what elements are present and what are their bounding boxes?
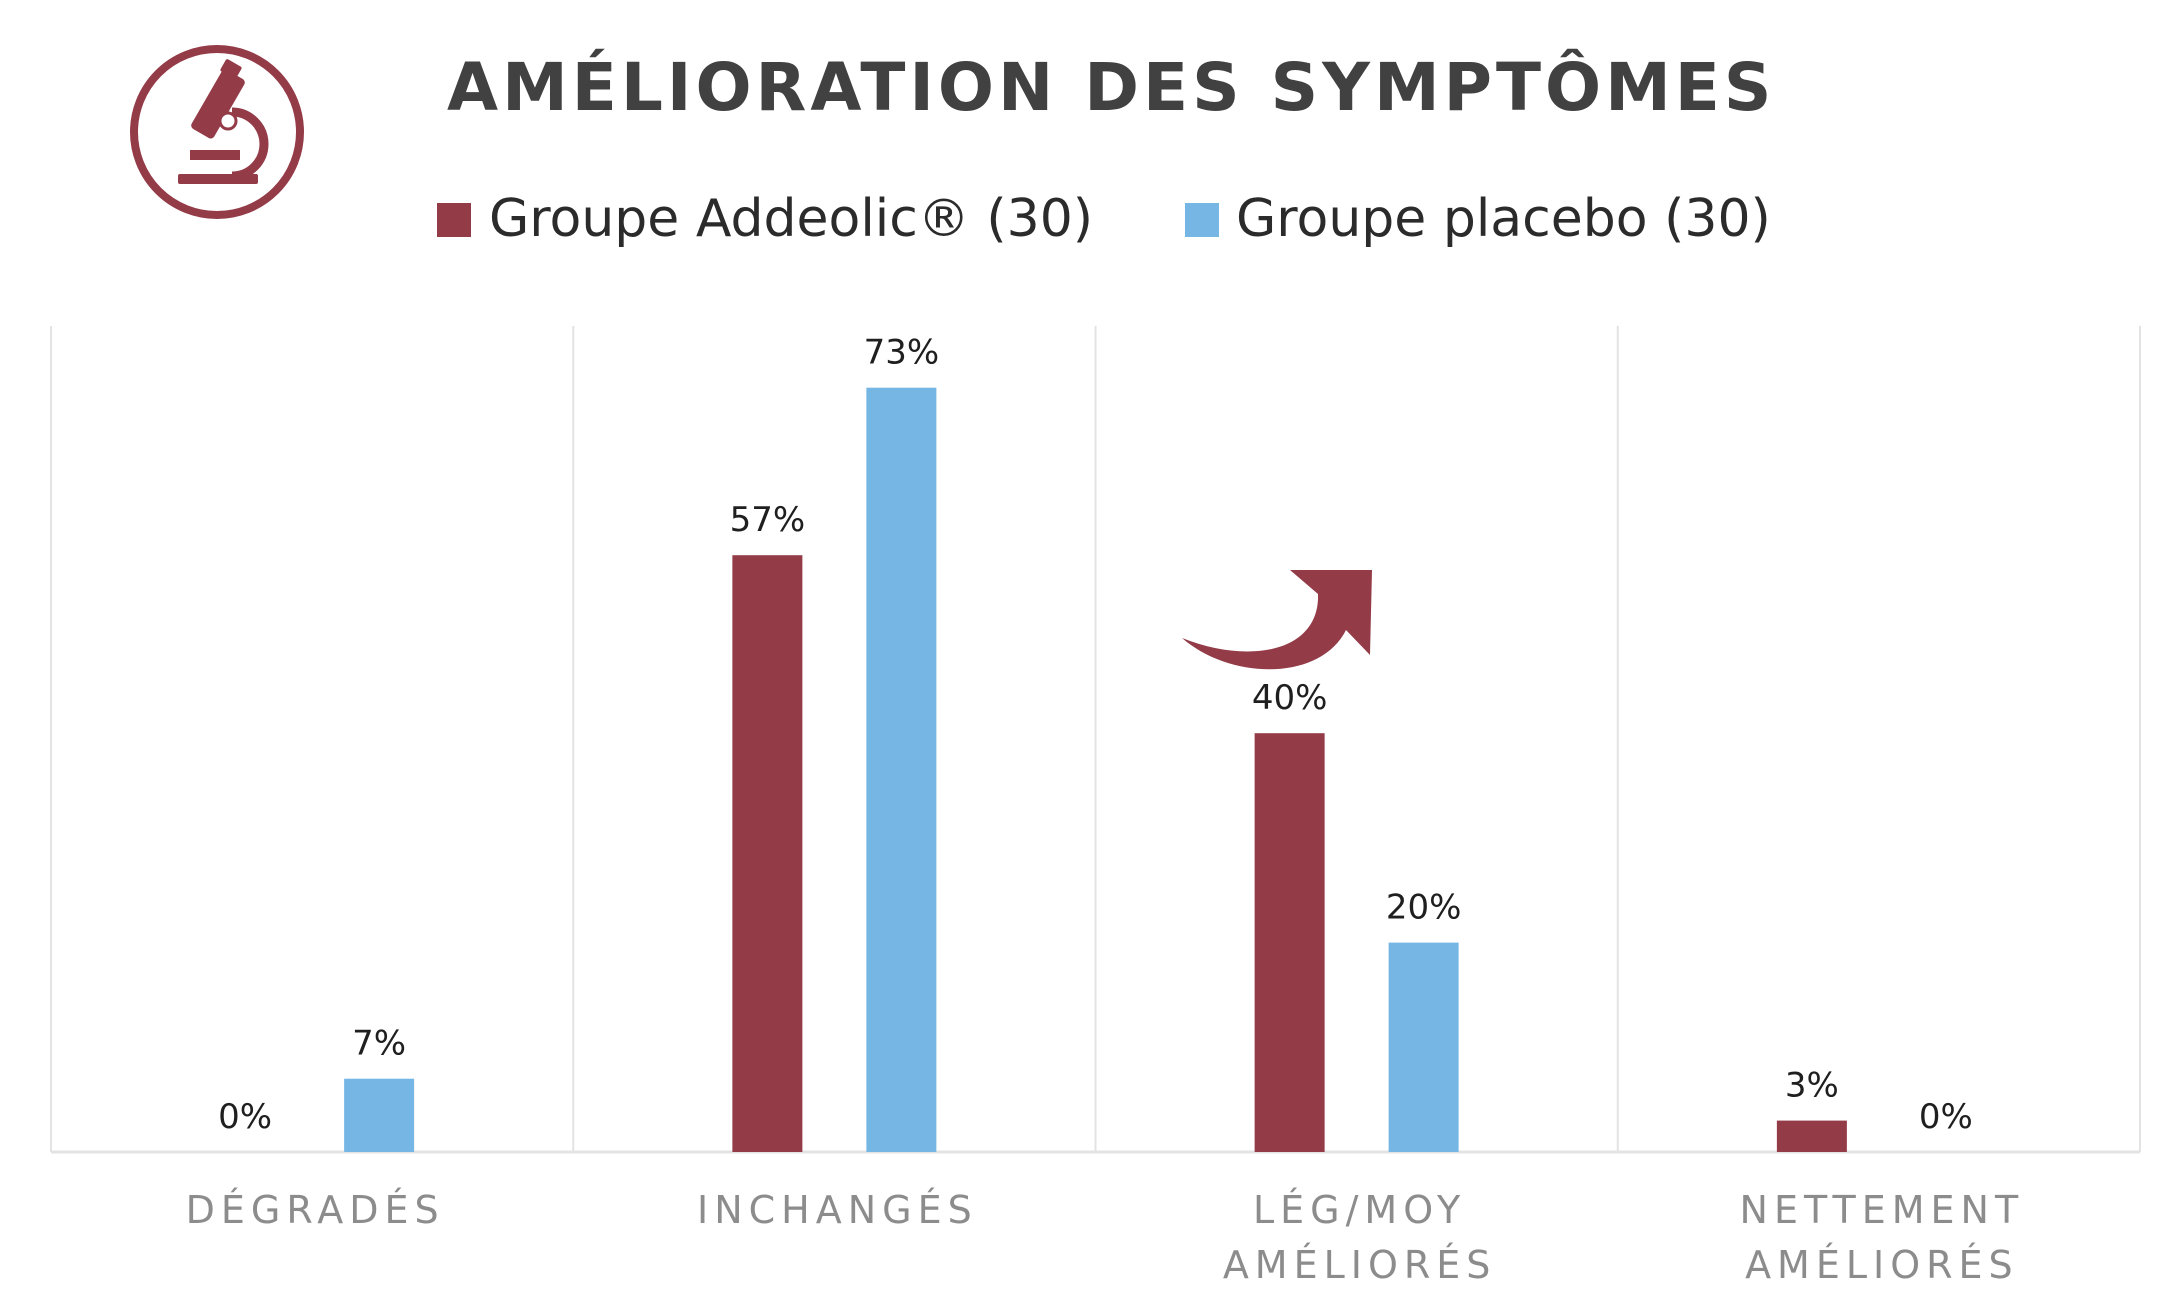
data-label: 7% (352, 1024, 406, 1064)
data-label: 20% (1386, 888, 1462, 928)
bar-addeolic (732, 555, 803, 1152)
category-label: AMÉLIORÉS (1745, 1243, 2019, 1287)
category-label: INCHANGÉS (697, 1188, 978, 1232)
legend: Groupe Addeolic® (30) Groupe placebo (30… (437, 189, 1771, 249)
legend-swatch-placebo (1185, 203, 1219, 237)
category-label: LÉG/MOY (1253, 1188, 1466, 1232)
data-label: 0% (1919, 1097, 1973, 1137)
bar-placebo (866, 387, 937, 1152)
bar-addeolic (1254, 733, 1325, 1152)
plot-area: 0% 7% DÉGRADÉS 57% 73% INCHANGÉS 40% 20% LÉG/MOY… (50, 326, 2141, 1287)
microscope-icon (130, 45, 304, 219)
data-label: 3% (1785, 1066, 1839, 1106)
curved-arrow-annotation (1182, 570, 1372, 670)
data-label: 73% (864, 333, 940, 373)
legend-swatch-addeolic (437, 203, 471, 237)
chart-title: AMÉLIORATION DES SYMPTÔMES (447, 48, 1775, 126)
bar-placebo (344, 1078, 415, 1152)
bar-addeolic (1776, 1120, 1847, 1152)
category-label: AMÉLIORÉS (1223, 1243, 1497, 1287)
category-label: DÉGRADÉS (186, 1188, 445, 1232)
data-label: 0% (218, 1097, 272, 1137)
category-label: NETTEMENT (1740, 1188, 2025, 1232)
data-label: 57% (730, 500, 806, 540)
bar-placebo (1388, 942, 1459, 1152)
legend-label-placebo: Groupe placebo (30) (1236, 189, 1771, 249)
legend-label-addeolic: Groupe Addeolic® (30) (489, 189, 1093, 249)
data-label: 40% (1252, 678, 1328, 718)
